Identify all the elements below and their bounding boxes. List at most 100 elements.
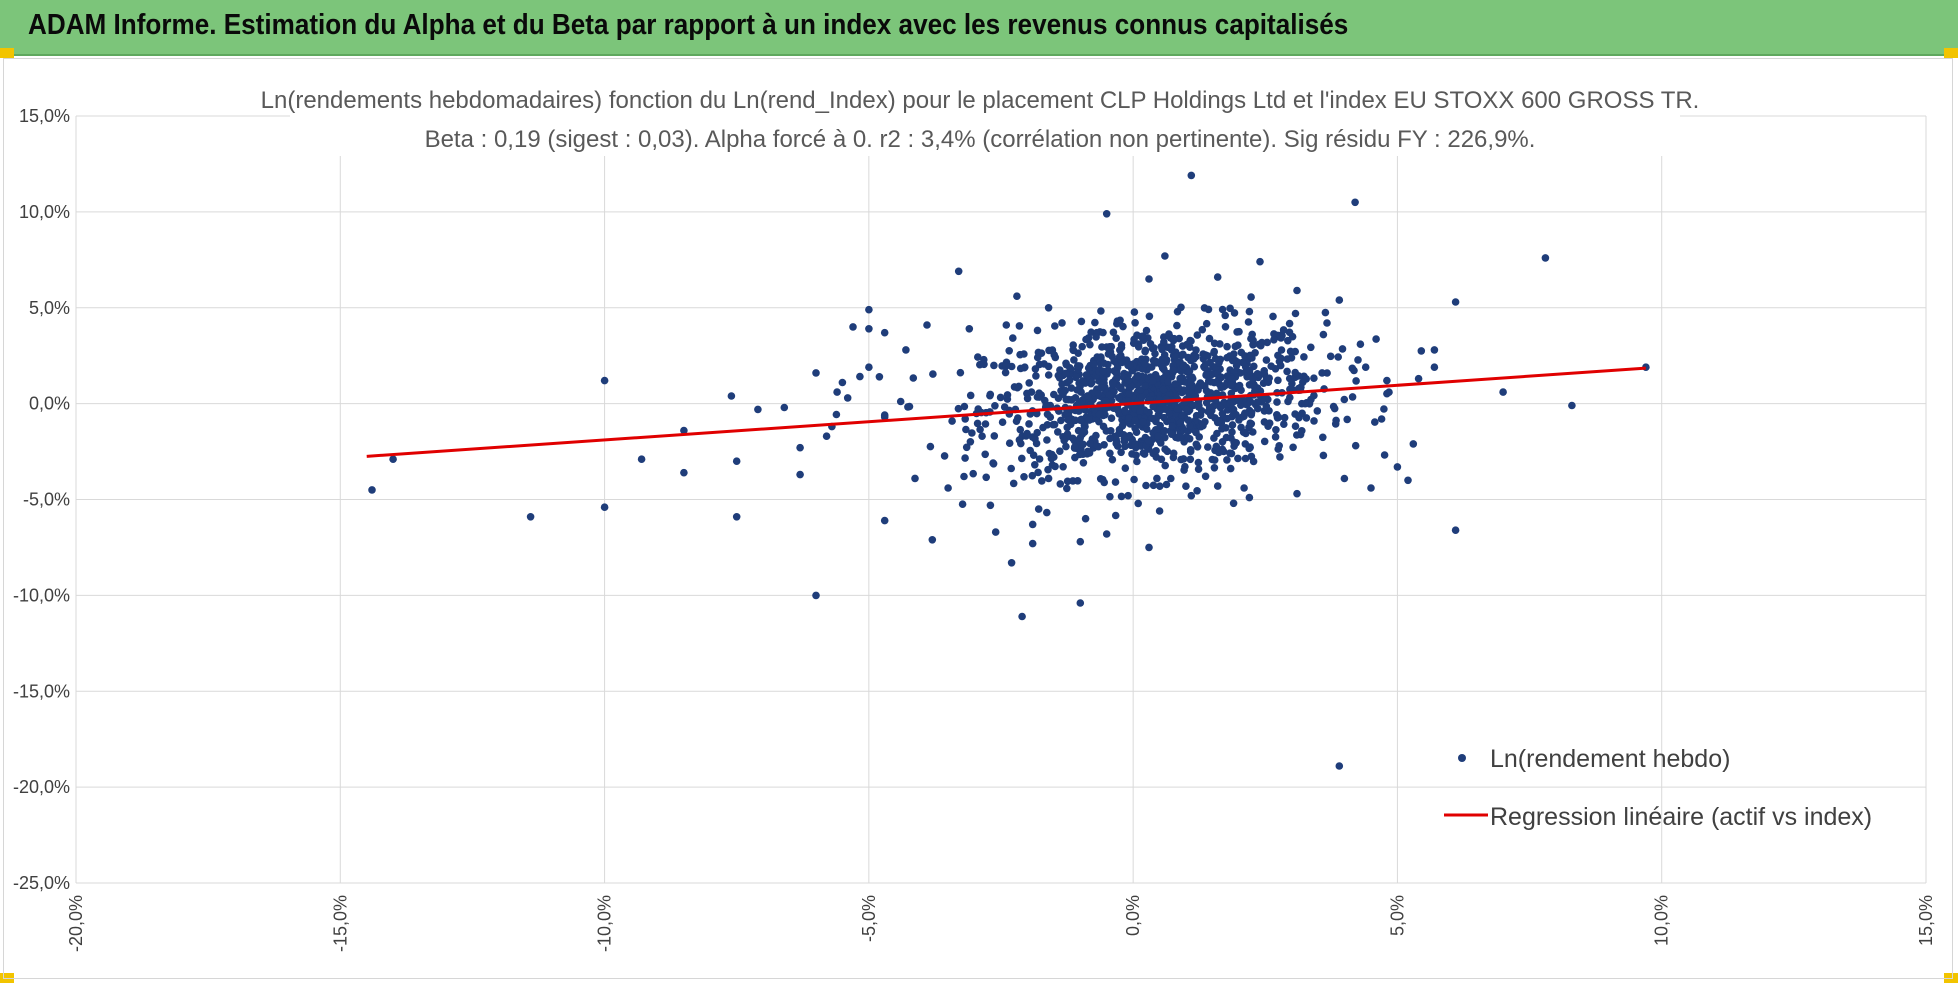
data-point [1088,378,1096,387]
axis-labels-layer: -20,0% -15,0% -10,0% -5,0% 0,0% 5,0% 10,0% 15,0… [13,106,1936,952]
data-point [1018,454,1026,463]
y-tick-label: -20,0% [13,777,70,797]
data-point [1124,376,1133,385]
data-point [981,420,990,428]
data-point [1541,254,1550,262]
data-point [1194,403,1203,411]
data-point [1062,369,1070,378]
data-point [1204,305,1213,314]
data-point [1246,443,1254,451]
data-point [958,500,967,509]
data-point [1160,413,1168,422]
data-point [1210,456,1219,464]
data-point [1354,356,1362,364]
data-point [961,454,969,462]
data-point [1121,407,1130,416]
data-point [1201,351,1210,359]
data-point [1168,343,1176,351]
data-point [1284,336,1292,345]
data-point [1270,330,1278,338]
data-point [896,397,905,406]
x-tick-label: -20,0% [66,895,86,952]
data-point [1156,482,1164,491]
data-point [1054,394,1063,403]
data-point [956,368,965,377]
data-point [1245,366,1254,375]
data-point [982,473,990,482]
data-point [1253,398,1262,406]
data-point [1076,537,1085,546]
data-point [1274,376,1282,385]
data-point [1015,436,1024,444]
data-point [960,402,969,411]
data-point [1111,511,1120,520]
data-point [1144,437,1153,446]
data-point [1134,499,1142,508]
data-point [1145,543,1153,552]
data-point [1155,507,1164,515]
data-point [1216,403,1225,412]
data-point [1218,425,1226,433]
data-point [1361,363,1370,372]
data-point [1025,420,1033,428]
data-point [1310,417,1318,425]
data-point [1241,409,1249,418]
data-point [1330,404,1339,413]
chart-title-line2: Beta : 0,19 (sigest : 0,03). Alpha forcé… [425,126,1536,153]
regression-line [366,366,1646,458]
data-point [1227,375,1236,383]
data-point [1380,451,1389,459]
data-point [1013,292,1021,301]
data-point [1213,273,1222,281]
data-point [1009,479,1018,488]
data-point [1018,612,1026,621]
data-point [1158,345,1166,354]
data-point [1274,351,1282,360]
data-point [1279,326,1288,334]
data-point [1007,559,1016,567]
data-point [1098,343,1106,351]
data-point [1015,322,1024,330]
data-point [1065,376,1074,385]
data-point [1393,463,1402,471]
data-point [389,455,397,464]
data-point [1257,341,1265,350]
data-point [1032,372,1040,380]
data-point [1186,447,1195,456]
data-point [1159,363,1167,371]
data-point [969,469,977,478]
data-point [1054,428,1062,436]
data-point [1070,443,1079,451]
data-point [1307,343,1315,352]
data-point [1187,378,1195,387]
data-point [1067,384,1076,392]
data-point [1155,406,1164,414]
data-point [1192,346,1200,354]
data-point [1247,352,1256,360]
data-point [1215,417,1223,425]
data-point [1245,493,1254,502]
data-point [911,474,919,483]
y-tick-label: -15,0% [13,681,70,701]
legend-label-regression: Regression linéaire (actif vs index) [1490,803,1872,831]
data-point [1207,370,1216,379]
data-point [1059,388,1068,397]
data-point [1016,350,1024,359]
data-point [1210,348,1218,357]
data-point [1167,474,1175,483]
data-point [1058,319,1066,327]
data-point [1193,487,1201,495]
data-point [986,390,995,399]
data-point [1273,411,1281,419]
data-point [1331,420,1340,428]
data-point [1300,353,1308,361]
data-point [880,516,889,525]
regression-layer [366,366,1646,458]
data-point [1145,312,1154,321]
data-point [1055,374,1064,382]
data-point [1340,395,1349,404]
data-point [1226,400,1234,408]
data-point [1159,385,1168,394]
data-point [849,323,857,331]
data-point [1134,372,1142,381]
